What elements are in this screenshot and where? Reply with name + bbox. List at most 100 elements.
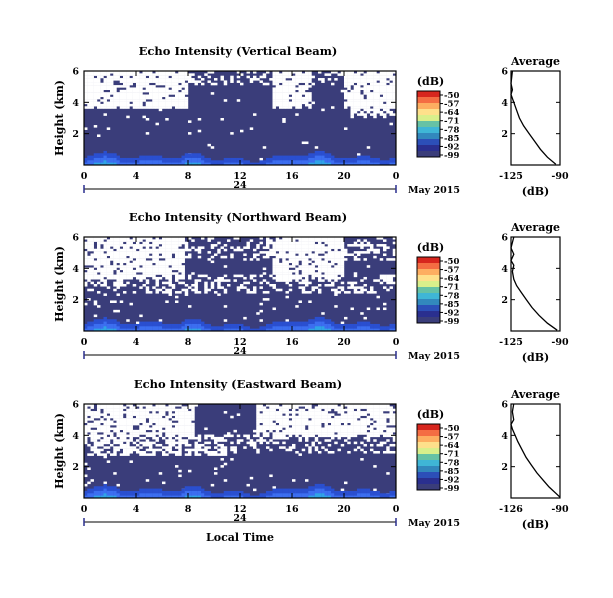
heatmap-cell bbox=[357, 78, 361, 81]
heatmap-cell bbox=[324, 429, 328, 433]
heatmap-cell bbox=[103, 293, 107, 296]
heatmap-cell bbox=[217, 248, 221, 252]
heatmap-cell bbox=[119, 101, 124, 105]
heatmap-cell bbox=[97, 448, 101, 452]
heatmap-cell bbox=[262, 251, 267, 254]
heatmap-cell bbox=[145, 427, 150, 431]
heatmap-cell bbox=[136, 404, 140, 407]
heatmap-cell bbox=[168, 420, 172, 423]
heatmap-cell bbox=[162, 404, 166, 407]
heatmap-cell bbox=[347, 85, 351, 88]
heatmap-cell bbox=[373, 413, 377, 416]
heatmap-cell bbox=[305, 272, 309, 275]
heatmap-cell bbox=[181, 92, 185, 95]
heatmap-cell bbox=[132, 260, 137, 264]
heatmap-cell bbox=[87, 82, 91, 86]
heatmap-cell bbox=[266, 446, 270, 449]
ground-echo-cell bbox=[175, 490, 179, 498]
heatmap-cell bbox=[145, 118, 150, 121]
heatmap-cell bbox=[292, 443, 296, 447]
heatmap-cell bbox=[129, 78, 133, 81]
heatmap-cell bbox=[178, 427, 182, 431]
heatmap-cell bbox=[158, 260, 163, 264]
heatmap-cell bbox=[145, 237, 150, 240]
heatmap-cell bbox=[181, 241, 185, 245]
heatmap-cell bbox=[162, 436, 166, 440]
heatmap-cell bbox=[392, 420, 397, 423]
heatmap-cell bbox=[347, 75, 351, 79]
heatmap-cell bbox=[116, 408, 120, 412]
heatmap-cell bbox=[142, 453, 146, 456]
heatmap-cell bbox=[162, 269, 166, 273]
heatmap-cell bbox=[305, 71, 309, 74]
ground-echo-cell bbox=[87, 493, 91, 498]
heatmap-cell bbox=[181, 75, 185, 79]
heatmap-cell bbox=[337, 420, 341, 423]
ground-echo-cell bbox=[204, 495, 208, 498]
heatmap-cell bbox=[165, 239, 169, 242]
heatmap-cell bbox=[129, 262, 133, 266]
heatmap-cell bbox=[132, 71, 137, 74]
heatmap-cell bbox=[181, 281, 185, 285]
ground-echo-cell bbox=[331, 326, 335, 331]
heatmap-cell bbox=[360, 106, 364, 109]
heatmap-cell bbox=[259, 427, 263, 431]
heatmap-cell bbox=[318, 272, 322, 275]
heatmap-cell bbox=[373, 82, 377, 86]
heatmap-cell bbox=[324, 406, 328, 409]
heatmap-cell bbox=[379, 276, 384, 280]
heatmap-cell bbox=[139, 404, 143, 407]
heatmap-cell bbox=[149, 267, 153, 271]
heatmap-cell bbox=[253, 286, 257, 289]
heatmap-cell bbox=[360, 427, 364, 431]
heatmap-cell bbox=[171, 432, 176, 435]
heatmap-cell bbox=[318, 422, 322, 426]
heatmap-cell bbox=[308, 255, 312, 259]
ground-echo-cell bbox=[106, 323, 111, 331]
heatmap-cell bbox=[386, 434, 390, 438]
heatmap-cell bbox=[119, 71, 124, 74]
heatmap-cell bbox=[305, 432, 309, 435]
heatmap-cell bbox=[194, 404, 198, 407]
heatmap-cell bbox=[327, 425, 332, 428]
heatmap-cell bbox=[132, 92, 137, 95]
heatmap-cell bbox=[113, 284, 117, 287]
heatmap-cell bbox=[210, 255, 215, 259]
heatmap-cell bbox=[155, 422, 159, 426]
heatmap-cell bbox=[305, 267, 309, 271]
heatmap-cell bbox=[279, 94, 283, 98]
heatmap-cell bbox=[93, 85, 98, 88]
heatmap-cell bbox=[308, 96, 312, 100]
heatmap-cell bbox=[90, 99, 94, 102]
heatmap-cell bbox=[162, 244, 166, 247]
ground-echo-cell bbox=[272, 493, 276, 498]
ground-echo-cell bbox=[93, 323, 98, 331]
heatmap-cell bbox=[353, 255, 358, 259]
heatmap-cell bbox=[220, 118, 224, 121]
heatmap-cell bbox=[126, 260, 130, 264]
heatmap-cell bbox=[132, 99, 137, 102]
ground-echo-cell bbox=[110, 490, 114, 498]
heatmap-cell bbox=[136, 237, 140, 240]
heatmap-cell bbox=[366, 422, 371, 426]
heatmap-cell bbox=[126, 251, 130, 254]
heatmap-cell bbox=[116, 92, 120, 95]
heatmap-cell bbox=[155, 122, 159, 126]
heatmap-cell bbox=[272, 418, 276, 421]
heatmap-cell bbox=[220, 439, 224, 442]
heatmap-cell bbox=[175, 80, 179, 83]
heatmap-cell bbox=[379, 73, 384, 76]
ground-echo-cell bbox=[155, 493, 159, 498]
heatmap-cell bbox=[217, 448, 221, 452]
heatmap-cell bbox=[97, 237, 101, 240]
heatmap-cell bbox=[178, 446, 182, 449]
heatmap-cell bbox=[282, 103, 286, 107]
heatmap-cell bbox=[373, 434, 377, 438]
heatmap-cell bbox=[373, 78, 377, 81]
heatmap-cell bbox=[136, 82, 140, 86]
ground-echo-cell bbox=[139, 326, 143, 331]
heatmap-cell bbox=[84, 462, 88, 466]
ground-echo-cell bbox=[383, 326, 387, 331]
heatmap-cell bbox=[305, 411, 309, 414]
heatmap-cell bbox=[126, 439, 130, 442]
